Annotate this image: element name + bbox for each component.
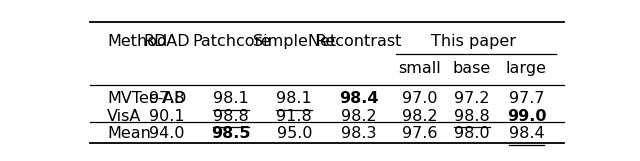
Text: Recontrast: Recontrast (316, 34, 402, 49)
Text: 98.3: 98.3 (341, 126, 376, 141)
Text: 97.6: 97.6 (402, 126, 438, 141)
Text: 91.8: 91.8 (276, 109, 312, 123)
Text: 98.2: 98.2 (341, 109, 376, 123)
Text: This paper: This paper (431, 34, 516, 49)
Text: 94.0: 94.0 (149, 126, 184, 141)
Text: 98.1: 98.1 (213, 91, 249, 106)
Text: large: large (506, 61, 547, 76)
Text: 98.8: 98.8 (213, 109, 249, 123)
Text: 98.1: 98.1 (276, 91, 312, 106)
Text: 98.4: 98.4 (339, 91, 378, 106)
Text: MVTec-AD: MVTec-AD (108, 91, 187, 106)
Text: 97.8: 97.8 (149, 91, 184, 106)
Text: 95.0: 95.0 (276, 126, 312, 141)
Text: Mean: Mean (108, 126, 151, 141)
Text: Patchcore: Patchcore (192, 34, 271, 49)
Text: 97.7: 97.7 (509, 91, 544, 106)
Text: VisA: VisA (108, 109, 141, 123)
Text: 98.5: 98.5 (212, 126, 251, 141)
Text: 98.0: 98.0 (454, 126, 490, 141)
Text: SimpleNet: SimpleNet (253, 34, 336, 49)
Text: 97.0: 97.0 (402, 91, 438, 106)
Text: base: base (452, 61, 491, 76)
Text: 97.2: 97.2 (454, 91, 490, 106)
Text: 99.0: 99.0 (507, 109, 546, 123)
Text: 98.8: 98.8 (454, 109, 490, 123)
Text: small: small (398, 61, 441, 76)
Text: 98.2: 98.2 (402, 109, 438, 123)
Text: RDAD: RDAD (143, 34, 190, 49)
Text: 98.4: 98.4 (509, 126, 544, 141)
Text: Method: Method (108, 34, 168, 49)
Text: 90.1: 90.1 (149, 109, 184, 123)
